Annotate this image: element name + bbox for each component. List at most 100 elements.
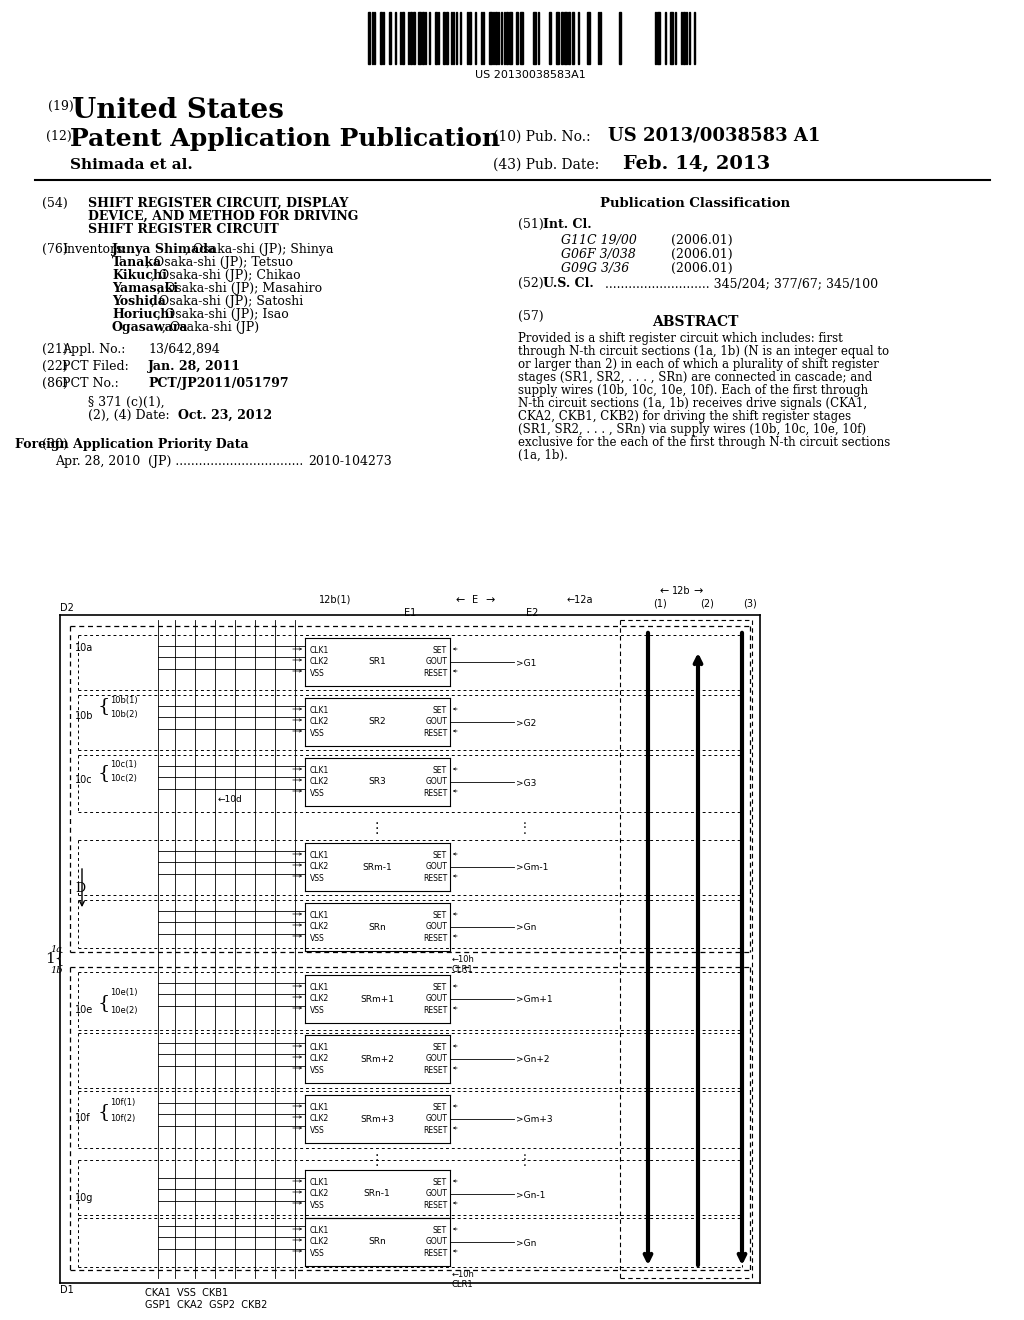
Text: CLR1: CLR1 — [452, 1280, 474, 1290]
Text: ←: ← — [660, 586, 670, 597]
Text: (2006.01): (2006.01) — [671, 248, 732, 261]
Text: CLK1: CLK1 — [310, 851, 330, 861]
Text: Yoshida: Yoshida — [112, 294, 166, 308]
Text: (30): (30) — [42, 438, 68, 451]
Text: CLK1: CLK1 — [310, 983, 330, 993]
Bar — [618, 12, 621, 63]
Text: (43) Pub. Date:: (43) Pub. Date: — [493, 158, 599, 172]
Text: Shimada et al.: Shimada et al. — [70, 158, 193, 172]
Text: , Osaka-shi (JP): , Osaka-shi (JP) — [163, 321, 259, 334]
Text: CLR1: CLR1 — [452, 965, 474, 974]
Text: DEVICE, AND METHOD FOR DRIVING: DEVICE, AND METHOD FOR DRIVING — [88, 210, 358, 223]
Text: .: . — [523, 818, 527, 832]
Text: Oct. 23, 2012: Oct. 23, 2012 — [178, 409, 272, 422]
Text: (JP) .................................: (JP) ................................. — [148, 455, 303, 469]
Text: CLK2: CLK2 — [310, 777, 330, 785]
Text: CLK2: CLK2 — [310, 862, 330, 871]
Bar — [469, 12, 471, 63]
Text: exclusive for the each of the first through N-th circuit sections: exclusive for the each of the first thro… — [518, 436, 890, 449]
Text: (2006.01): (2006.01) — [671, 234, 732, 247]
Text: .: . — [523, 1151, 527, 1163]
Text: (51): (51) — [518, 218, 544, 231]
Text: →: → — [693, 586, 702, 597]
Text: SR1: SR1 — [368, 657, 386, 667]
Text: , Osaka-shi (JP); Masahiro: , Osaka-shi (JP); Masahiro — [157, 282, 322, 294]
Text: .: . — [375, 822, 379, 837]
Text: (76): (76) — [42, 243, 68, 256]
Text: E1: E1 — [403, 609, 416, 618]
Text: SET: SET — [433, 766, 447, 775]
Text: Appl. No.:: Appl. No.: — [62, 343, 125, 356]
Text: GOUT: GOUT — [425, 777, 447, 785]
Text: through N-th circuit sections (1a, 1b) (N is an integer equal to: through N-th circuit sections (1a, 1b) (… — [518, 345, 889, 358]
Text: Kikuchi: Kikuchi — [112, 269, 167, 282]
Text: PCT/JP2011/051797: PCT/JP2011/051797 — [148, 378, 289, 389]
Text: CLK2: CLK2 — [310, 717, 330, 726]
Text: 10c(2): 10c(2) — [110, 775, 137, 784]
Text: PCT No.:: PCT No.: — [62, 378, 119, 389]
Text: (2006.01): (2006.01) — [671, 261, 732, 275]
Text: >Gm+1: >Gm+1 — [516, 995, 553, 1005]
Text: SET: SET — [433, 645, 447, 655]
Text: VSS: VSS — [310, 935, 325, 942]
Text: VSS: VSS — [310, 1249, 325, 1258]
Text: SRm-1: SRm-1 — [362, 862, 392, 871]
Text: CLK1: CLK1 — [310, 766, 330, 775]
Text: CLK2: CLK2 — [310, 921, 330, 931]
Text: Patent Application Publication: Patent Application Publication — [70, 127, 500, 150]
Text: GOUT: GOUT — [425, 657, 447, 667]
Text: SRn: SRn — [368, 923, 386, 932]
Text: Junya Shimada: Junya Shimada — [112, 243, 217, 256]
Text: SRn: SRn — [368, 1238, 386, 1246]
Text: >Gm+3: >Gm+3 — [516, 1115, 553, 1125]
Text: Ogasawara: Ogasawara — [112, 321, 188, 334]
Text: SRm+1: SRm+1 — [360, 994, 394, 1003]
Text: 10b(2): 10b(2) — [110, 710, 137, 719]
Text: supply wires (10b, 10c, 10e, 10f). Each of the first through: supply wires (10b, 10c, 10e, 10f). Each … — [518, 384, 868, 397]
Text: CLK2: CLK2 — [310, 657, 330, 667]
Text: CLK1: CLK1 — [310, 645, 330, 655]
Text: CLK1: CLK1 — [310, 1104, 330, 1111]
Bar — [534, 12, 536, 63]
Text: Foreign Application Priority Data: Foreign Application Priority Data — [15, 438, 249, 451]
Text: >Gn: >Gn — [516, 1238, 537, 1247]
Text: GOUT: GOUT — [425, 1237, 447, 1246]
Text: CLK1: CLK1 — [310, 911, 330, 920]
Text: VSS: VSS — [310, 1067, 325, 1074]
Text: (2), (4) Date:: (2), (4) Date: — [88, 409, 170, 422]
Text: (52): (52) — [518, 277, 544, 290]
Text: D2: D2 — [60, 603, 74, 612]
Text: , Osaka-shi (JP); Satoshi: , Osaka-shi (JP); Satoshi — [152, 294, 303, 308]
Bar — [572, 12, 574, 63]
Text: Tanaka: Tanaka — [112, 256, 162, 269]
Bar — [410, 12, 412, 63]
Text: {: { — [98, 764, 111, 781]
Text: GOUT: GOUT — [425, 862, 447, 871]
Bar — [402, 12, 404, 63]
Text: CLK1: CLK1 — [310, 1043, 330, 1052]
Text: 1b: 1b — [50, 966, 62, 975]
Text: SRm+2: SRm+2 — [360, 1055, 394, 1064]
Text: 12b: 12b — [672, 586, 690, 597]
Text: RESET: RESET — [423, 669, 447, 678]
Text: (SR1, SR2, . . . , SRn) via supply wires (10b, 10c, 10e, 10f): (SR1, SR2, . . . , SRn) via supply wires… — [518, 422, 866, 436]
Bar — [435, 12, 437, 63]
Text: , Osaka-shi (JP); Chikao: , Osaka-shi (JP); Chikao — [152, 269, 301, 282]
Text: ←10h: ←10h — [452, 1270, 475, 1279]
Text: (1): (1) — [653, 598, 667, 609]
Text: {: { — [98, 697, 111, 715]
Text: ←10h: ←10h — [452, 954, 475, 964]
Text: RESET: RESET — [423, 729, 447, 738]
Text: .: . — [375, 818, 379, 832]
Text: RESET: RESET — [423, 1201, 447, 1210]
Text: 10e: 10e — [75, 1005, 93, 1015]
Text: CLK2: CLK2 — [310, 1237, 330, 1246]
Text: SET: SET — [433, 1177, 447, 1187]
Text: VSS: VSS — [310, 1126, 325, 1135]
Text: (2): (2) — [700, 598, 714, 609]
Text: , Osaka-shi (JP); Isao: , Osaka-shi (JP); Isao — [157, 308, 289, 321]
Bar — [568, 12, 570, 63]
Bar — [380, 12, 382, 63]
Text: ABSTRACT: ABSTRACT — [652, 315, 738, 329]
Text: CLK1: CLK1 — [310, 706, 330, 715]
